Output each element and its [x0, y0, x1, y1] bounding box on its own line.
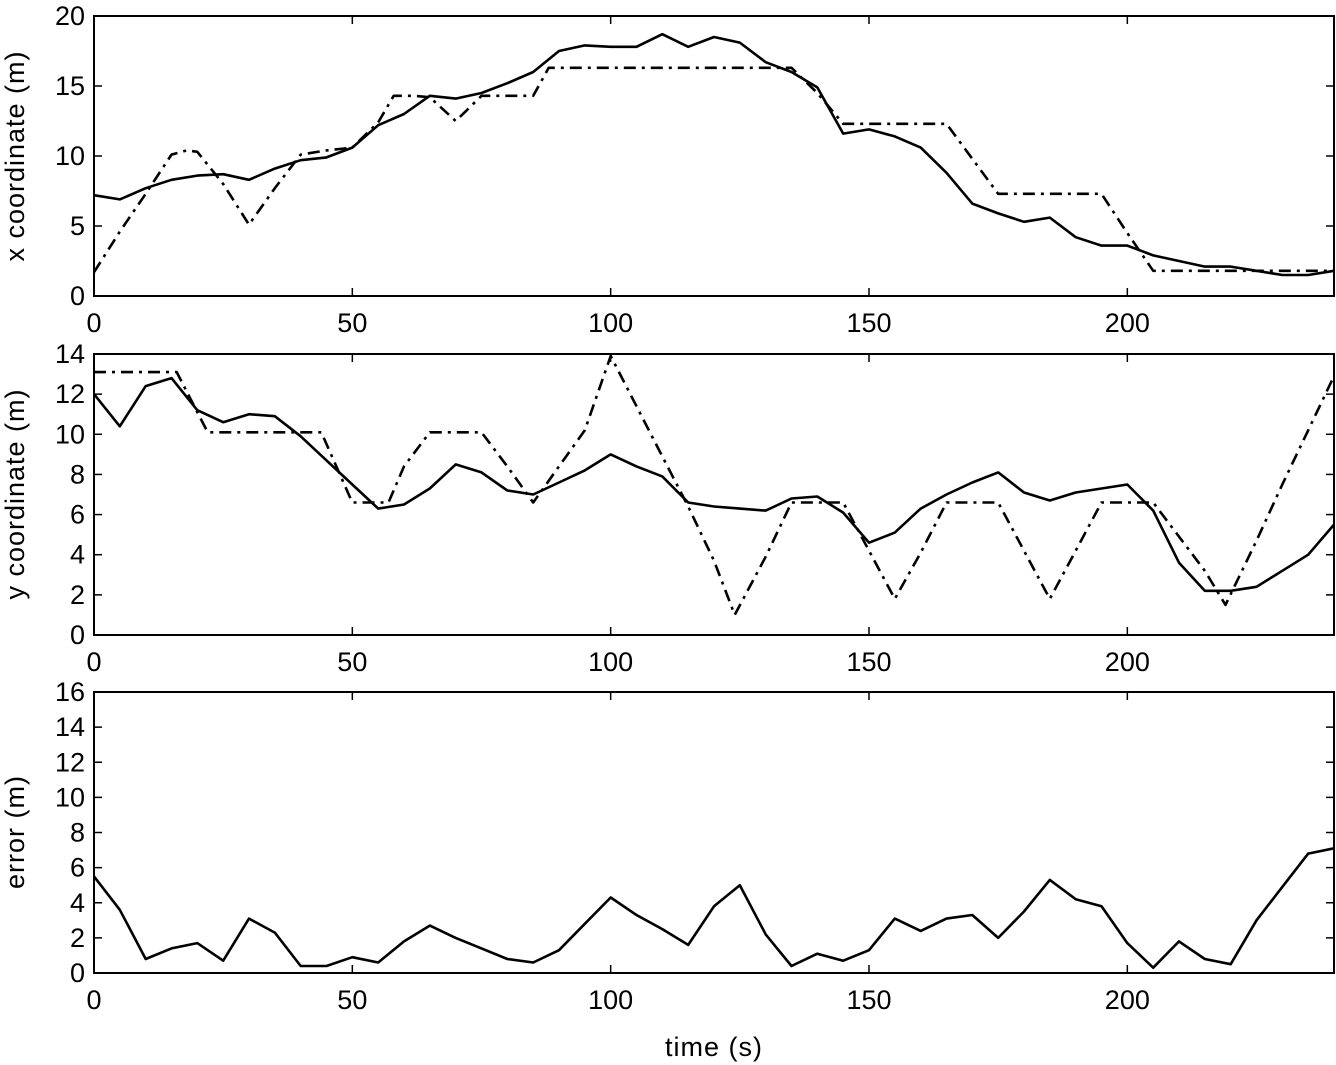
error-plot-frame: [93, 691, 1335, 974]
y-coordinate-y-tick-label: 6: [70, 500, 85, 530]
y-coordinate-x-tick-label: 100: [588, 647, 633, 677]
error-y-tick-label: 4: [70, 888, 85, 918]
x-coordinate-y-tick-label: 15: [55, 71, 85, 101]
y-coordinate-y-tick-label: 12: [55, 379, 85, 409]
error-x-tick-label: 200: [1105, 985, 1150, 1015]
error-y-tick-label: 8: [70, 818, 85, 848]
y-coordinate-x-tick-label: 200: [1105, 647, 1150, 677]
error-x-tick-label: 100: [588, 985, 633, 1015]
time-x-axis-label: time (s): [665, 1032, 763, 1062]
x-coordinate-x-tick-label: 150: [846, 308, 891, 338]
y-coordinate-plot-frame: [93, 353, 1335, 636]
x-coordinate-y-tick-label: 10: [55, 141, 85, 171]
x-coordinate-y-tick-label: 5: [70, 211, 85, 241]
x-coordinate-y-axis-label: x coordinate (m): [0, 50, 30, 261]
x-coordinate-y-tick-label: 0: [70, 281, 85, 311]
y-coordinate-y-axis-label: y coordinate (m): [0, 388, 30, 599]
x-coordinate-y-tick-label: 20: [55, 1, 85, 31]
error-x-tick-label: 50: [337, 985, 367, 1015]
y-coordinate-y-tick-label: 10: [55, 419, 85, 449]
x-coordinate-panel: x coordinate (m) 0 50 100 150 200 0 5 10 15 20: [0, 1, 1335, 338]
x-coordinate-x-tick-label: 50: [337, 308, 367, 338]
error-y-axis-label: error (m): [0, 775, 30, 889]
x-coordinate-x-tick-label: 100: [588, 308, 633, 338]
error-y-tick-label: 0: [70, 958, 85, 988]
y-coordinate-dashdot-series-line: [94, 354, 1336, 617]
y-coordinate-y-tick-label: 8: [70, 459, 85, 489]
y-coordinate-x-tick-label: 50: [337, 647, 367, 677]
x-coordinate-x-tick-label: 0: [86, 308, 101, 338]
error-panel: error (m) time (s) 0 50 100 150 200 0 2 4 6 8 10 12…: [0, 677, 1335, 1062]
y-coordinate-y-tick-label: 2: [70, 580, 85, 610]
x-coordinate-solid-series-line: [93, 32, 1335, 277]
y-coordinate-y-tick-label: 4: [70, 540, 85, 570]
error-solid-series-line: [92, 847, 1335, 970]
error-x-tick-label: 0: [86, 985, 101, 1015]
y-coordinate-x-tick-label: 150: [846, 647, 891, 677]
y-coordinate-solid-series-line: [92, 376, 1335, 593]
y-coordinate-panel: y coordinate (m) 0 50 100 150 200 0 2 4 6 8 10 12 14: [0, 339, 1336, 677]
error-y-tick-label: 6: [70, 853, 85, 883]
y-coordinate-y-tick-label: 14: [55, 339, 85, 369]
y-coordinate-y-tick-label: 0: [70, 620, 85, 650]
error-x-tick-label: 150: [846, 985, 891, 1015]
error-y-tick-label: 12: [55, 747, 85, 777]
y-coordinate-x-tick-label: 0: [86, 647, 101, 677]
error-y-tick-label: 2: [70, 923, 85, 953]
error-y-tick-label: 14: [55, 712, 85, 742]
error-y-tick-label: 16: [55, 677, 85, 707]
x-coordinate-x-tick-label: 200: [1105, 308, 1150, 338]
x-coordinate-dashdot-series-line: [92, 66, 1334, 273]
error-y-tick-label: 10: [55, 782, 85, 812]
